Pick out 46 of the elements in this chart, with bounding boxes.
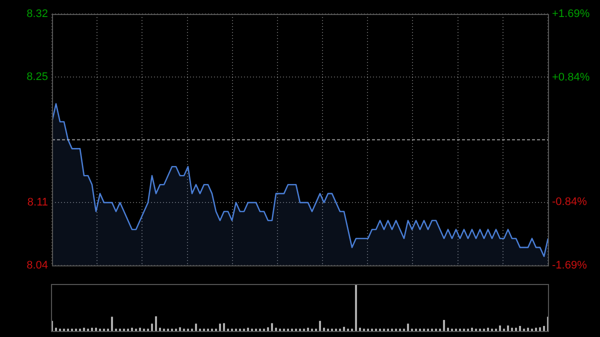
- bar: [95, 328, 97, 331]
- y-tick-label: 8.32: [26, 8, 48, 20]
- bar: [179, 327, 181, 331]
- bar: [359, 328, 361, 331]
- y2-tick-label: +0.84%: [552, 71, 590, 84]
- bar: [519, 326, 521, 331]
- bar: [515, 328, 517, 331]
- bar: [539, 327, 541, 331]
- bar: [407, 324, 409, 331]
- bar: [447, 328, 449, 331]
- y2-tick-label: -1.69%: [552, 259, 588, 272]
- bar: [271, 323, 273, 331]
- bar: [323, 328, 325, 331]
- y-tick-label: 8.25: [26, 70, 48, 83]
- bar: [527, 328, 529, 331]
- bar: [151, 324, 153, 331]
- y2-tick-label: -0.84%: [552, 196, 588, 208]
- y-tick-label: 8.04: [26, 259, 48, 272]
- bar: [219, 324, 221, 331]
- bar: [267, 327, 269, 331]
- bar: [111, 316, 113, 331]
- bar: [55, 328, 57, 331]
- bar: [275, 328, 277, 331]
- y2-tick-label: +1.69%: [552, 8, 590, 20]
- y-tick-label: 8.11: [27, 196, 48, 209]
- bar: [499, 325, 501, 331]
- bar: [159, 328, 161, 331]
- bar: [319, 320, 321, 331]
- bar: [247, 328, 249, 331]
- bar: [487, 328, 489, 331]
- bar: [511, 328, 513, 331]
- bar: [155, 316, 157, 331]
- bar: [471, 328, 473, 331]
- bar: [443, 320, 445, 331]
- bar: [535, 328, 537, 331]
- bar: [131, 328, 133, 331]
- bar: [307, 328, 309, 331]
- bar: [195, 324, 197, 331]
- bar: [507, 325, 509, 331]
- bar: [343, 326, 345, 331]
- bar: [355, 285, 357, 331]
- bar: [139, 328, 141, 331]
- bar: [83, 328, 85, 331]
- bar: [91, 328, 93, 331]
- bar: [543, 326, 545, 331]
- bar: [223, 323, 225, 331]
